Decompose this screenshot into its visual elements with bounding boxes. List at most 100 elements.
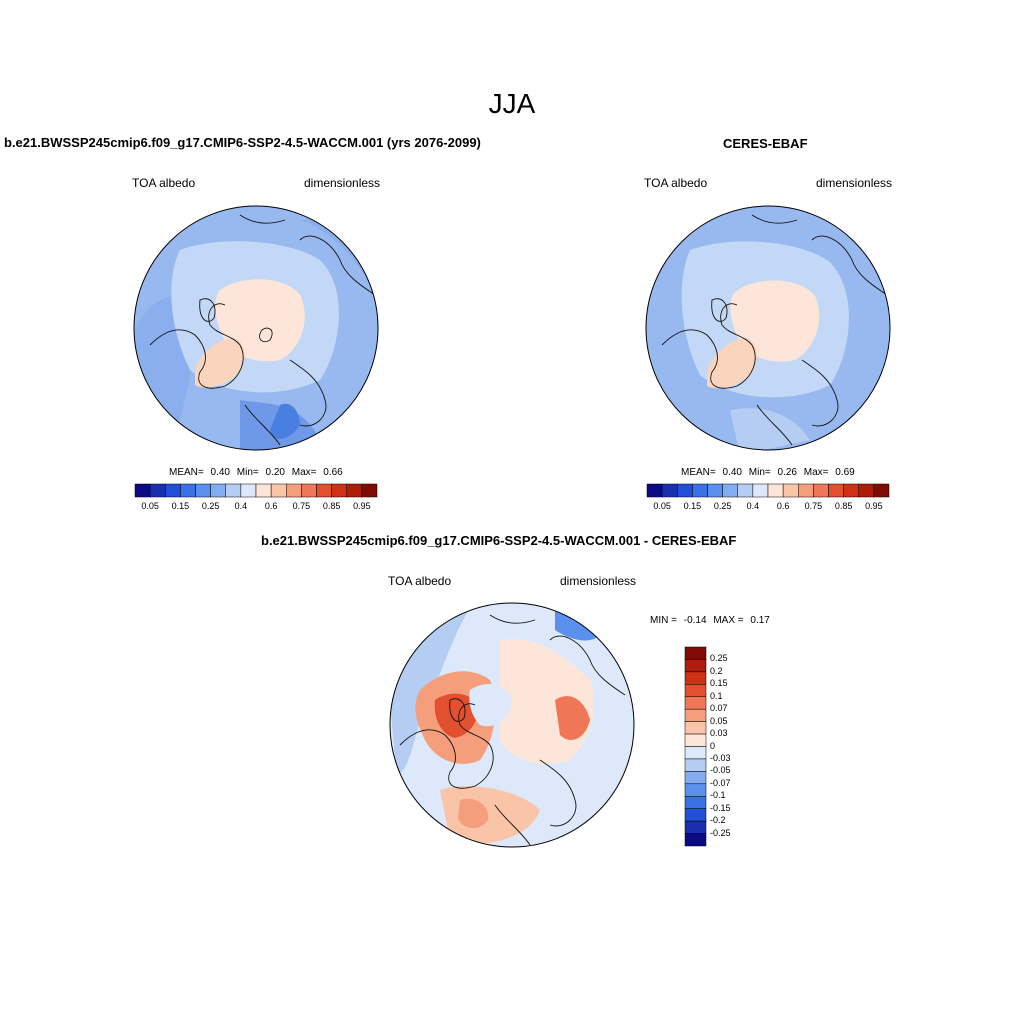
colorbar-diff (684, 646, 707, 847)
panel-3-units-label: dimensionless (560, 574, 637, 588)
colorbar-2 (646, 483, 890, 498)
colorbar-swatch (684, 708, 707, 722)
colorbar-swatch (684, 833, 707, 847)
colorbar-swatch (707, 483, 723, 498)
colorbar-swatch (225, 483, 242, 498)
colorbar-swatch (684, 783, 707, 797)
colorbar-swatch (180, 483, 196, 498)
colorbar-tick-label: 0.2 (710, 665, 723, 676)
colorbar-swatch (677, 483, 693, 498)
colorbar-swatch (331, 483, 347, 498)
colorbar-swatch (684, 684, 707, 697)
panel-1-stats: MEAN= 0.40 Min= 0.20 Max= 0.66 (169, 467, 343, 478)
min-value: 0.20 (265, 467, 285, 478)
colorbar-swatch (684, 733, 707, 747)
colorbar-swatch (684, 746, 707, 760)
panel-1-units-label: dimensionless (304, 176, 381, 190)
colorbar-tick-label: 0.4 (746, 501, 760, 511)
colorbar-tick-label: 0.15 (710, 678, 728, 689)
colorbar-tick-label: 0.05 (710, 715, 728, 726)
min-value: 0.26 (777, 467, 797, 478)
colorbar-tick-label: 0.05 (653, 501, 671, 511)
colorbar-swatch (134, 483, 151, 498)
colorbar-swatch (684, 796, 707, 809)
colorbar-swatch (828, 483, 844, 498)
colorbar-tick-label: 0.4 (234, 501, 248, 511)
colorbar-tick-label: 0.15 (171, 501, 190, 511)
colorbar-tick-label: 0.05 (141, 501, 159, 511)
colorbar-swatch (684, 771, 707, 785)
mean-label: MEAN= (169, 467, 204, 478)
map-1-coastlines (149, 214, 376, 446)
colorbar-1 (134, 483, 378, 498)
colorbar-tick-label: 0.15 (683, 501, 702, 511)
colorbar-swatch (684, 671, 707, 685)
colorbar-swatch (684, 696, 707, 710)
colorbar-swatch (813, 483, 829, 498)
map-1-model-albedo (133, 205, 379, 451)
colorbar-swatch (286, 483, 302, 498)
colorbar-swatch (149, 483, 166, 498)
colorbar-tick-label: -0.25 (710, 827, 731, 838)
colorbar-tick-label: 0.6 (264, 501, 278, 511)
colorbar-tick-label: -0.15 (710, 802, 731, 813)
colorbar-tick-label: -0.1 (710, 790, 726, 801)
map-2-obs-albedo (645, 205, 891, 451)
map-2-region (730, 408, 810, 450)
colorbar-swatch (684, 721, 707, 735)
map-2-coastlines (661, 214, 888, 446)
colorbar-swatch (684, 808, 707, 822)
map-2-border (645, 205, 891, 451)
colorbar-tick-label: 0.07 (710, 703, 728, 714)
panel-2-units-label: dimensionless (816, 176, 893, 190)
min-label: Min= (748, 467, 771, 478)
colorbar-swatch (165, 483, 181, 498)
colorbar-tick-label: 0.75 (804, 501, 823, 511)
panel-2-title: CERES-EBAF (723, 136, 808, 151)
colorbar-swatch (692, 483, 708, 498)
panel-1-title: b.e21.BWSSP245cmip6.f09_g17.CMIP6-SSP2-4… (4, 135, 481, 150)
colorbar-tick-label: 0.25 (201, 501, 220, 511)
colorbar-swatch (684, 646, 707, 660)
colorbar-swatch (684, 659, 707, 673)
colorbar-tick-label: -0.07 (710, 777, 731, 788)
map-2-greenland (707, 338, 757, 389)
colorbar-tick-label: 0 (710, 740, 716, 751)
colorbar-swatch (858, 483, 875, 498)
colorbar-swatch (767, 483, 784, 498)
min-label: MIN = (650, 615, 677, 626)
map-3-sea-ice-region (469, 684, 512, 727)
map-3-coastlines (399, 614, 626, 846)
min-value: -0.14 (683, 615, 707, 626)
colorbar-swatch (722, 483, 738, 498)
map-3-region (458, 798, 489, 829)
colorbar-swatch (752, 483, 769, 498)
map-1-border (133, 205, 379, 451)
colorbar-swatch (361, 483, 378, 498)
colorbar-swatch (240, 483, 257, 498)
panel-3-variable-label: TOA albedo (388, 574, 452, 588)
colorbar-swatch (301, 483, 317, 498)
colorbar-tick-label: 0.95 (353, 501, 371, 511)
min-label: Min= (236, 467, 259, 478)
colorbar-swatch (346, 483, 363, 498)
colorbar-swatch (661, 483, 678, 498)
map-3-region (555, 608, 600, 641)
max-value: 0.69 (835, 467, 855, 478)
colorbar-swatch (798, 483, 814, 498)
map-1-region (270, 403, 300, 440)
colorbar-swatch (684, 758, 707, 772)
mean-value: 0.40 (210, 467, 230, 478)
colorbar-swatch (255, 483, 272, 498)
colorbar-swatch (737, 483, 754, 498)
colorbar-tick-label: -0.2 (710, 815, 726, 826)
max-label: MAX = (713, 615, 744, 626)
map-3-difference (389, 602, 635, 848)
colorbar-swatch (316, 483, 332, 498)
colorbar-swatch (782, 483, 799, 498)
colorbar-tick-label: 0.95 (865, 501, 883, 511)
colorbar-tick-label: 0.6 (776, 501, 790, 511)
colorbar-swatch (195, 483, 211, 498)
panel-3-stats: MIN = -0.14 MAX = 0.17 (650, 615, 770, 626)
